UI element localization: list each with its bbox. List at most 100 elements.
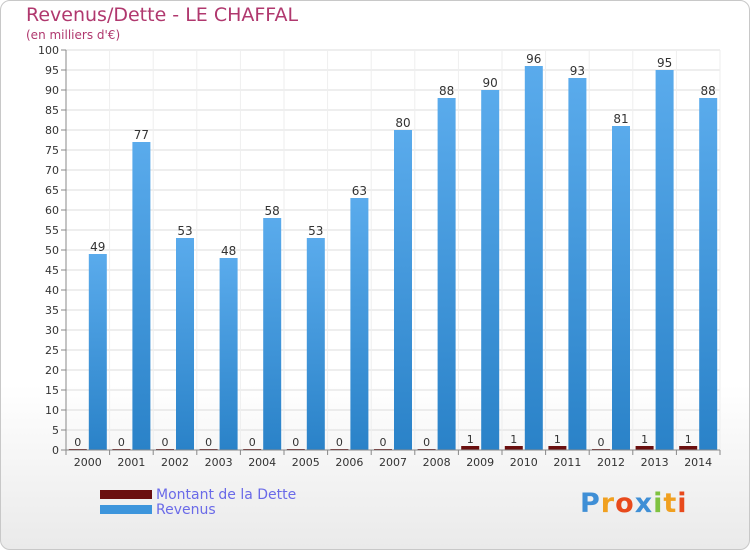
value-label-dette: 0 xyxy=(336,436,343,449)
legend: Montant de la Dette Revenus xyxy=(100,486,297,518)
x-tick-label: 2001 xyxy=(117,456,145,469)
bar-revenus xyxy=(394,130,412,450)
value-label-dette: 1 xyxy=(467,433,474,446)
value-label-dette: 1 xyxy=(685,433,692,446)
y-tick-label: 10 xyxy=(45,404,59,417)
value-label-dette: 0 xyxy=(249,436,256,449)
value-label-dette: 0 xyxy=(423,436,430,449)
value-label-revenus: 49 xyxy=(90,240,105,254)
legend-item-dette: Montant de la Dette xyxy=(100,486,297,503)
logo-letter: i xyxy=(677,488,688,519)
value-label-dette: 0 xyxy=(292,436,299,449)
x-tick-label: 2000 xyxy=(74,456,102,469)
bar-dette xyxy=(679,446,698,450)
y-tick-label: 100 xyxy=(38,44,59,57)
bar-dette xyxy=(504,446,523,450)
bar-revenus xyxy=(219,258,238,450)
value-label-revenus: 48 xyxy=(221,244,236,258)
chart-title: Revenus/Dette - LE CHAFFAL xyxy=(26,4,299,26)
bar-revenus xyxy=(132,142,151,450)
bar-revenus xyxy=(481,90,500,450)
bar-revenus xyxy=(568,78,587,450)
value-label-dette: 1 xyxy=(510,433,517,446)
grid-lines xyxy=(65,49,721,451)
y-tick-label: 15 xyxy=(45,384,59,397)
bar-revenus xyxy=(655,70,674,450)
bar-dette xyxy=(461,446,480,450)
bar-dette xyxy=(548,446,567,450)
value-label-dette: 0 xyxy=(74,436,81,449)
y-tick-label: 5 xyxy=(52,424,59,437)
x-tick-label: 2014 xyxy=(684,456,712,469)
value-label-dette: 0 xyxy=(598,436,605,449)
value-label-revenus: 63 xyxy=(352,184,367,198)
value-label-revenus: 58 xyxy=(265,204,280,218)
y-tick-label: 60 xyxy=(45,204,59,217)
y-tick-label: 25 xyxy=(45,344,59,357)
chart-subtitle: (en milliers d'€) xyxy=(26,28,121,42)
logo-letter: r xyxy=(600,488,616,519)
bar-revenus xyxy=(612,126,630,450)
legend-swatch-dette xyxy=(100,490,152,499)
value-label-revenus: 81 xyxy=(613,112,628,126)
x-tick-label: 2011 xyxy=(553,456,581,469)
y-tick-label: 90 xyxy=(45,84,59,97)
y-tick-label: 50 xyxy=(45,244,59,257)
proxiti-logo: Proxiti xyxy=(580,488,688,519)
bars xyxy=(68,66,718,450)
value-label-revenus: 96 xyxy=(526,52,541,66)
x-tick-label: 2005 xyxy=(292,456,320,469)
x-tick-label: 2012 xyxy=(597,456,625,469)
y-tick-label: 20 xyxy=(45,364,59,377)
value-label-revenus: 88 xyxy=(701,84,716,98)
y-tick-label: 95 xyxy=(45,64,59,77)
value-label-revenus: 93 xyxy=(570,64,585,78)
logo-letter: o xyxy=(615,488,635,519)
x-tick-label: 2010 xyxy=(510,456,538,469)
y-tick-label: 65 xyxy=(45,184,59,197)
x-tick-label: 2013 xyxy=(641,456,669,469)
bar-revenus xyxy=(176,238,194,450)
y-tick-label: 55 xyxy=(45,224,59,237)
value-labels: 0 49 0 77 0 53 0 48 0 58 0 53 0 63 0 80 0 88 1 90 1 96 1 93 0 81 1… xyxy=(74,52,716,449)
value-label-dette: 1 xyxy=(554,433,561,446)
bar-revenus xyxy=(699,98,718,450)
bar-revenus xyxy=(350,198,369,450)
value-label-dette: 1 xyxy=(641,433,648,446)
value-label-revenus: 95 xyxy=(657,56,672,70)
x-axis: 2000 2001 2002 2003 2004 2005 2006 2007 2008 2009… xyxy=(65,449,721,469)
bar-revenus xyxy=(88,254,107,450)
bar-revenus xyxy=(306,238,325,450)
logo-letter: x xyxy=(634,488,654,519)
x-tick-label: 2007 xyxy=(379,456,407,469)
y-tick-label: 0 xyxy=(52,444,59,457)
legend-label-dette: Montant de la Dette xyxy=(156,486,297,503)
value-label-dette: 0 xyxy=(380,436,387,449)
x-tick-label: 2006 xyxy=(335,456,363,469)
y-tick-label: 70 xyxy=(45,164,59,177)
y-axis: 0 5 10 15 20 25 30 35 40 45 50 55 60 65 70 75 80 85 90 95 10… xyxy=(38,44,67,457)
x-tick-label: 2009 xyxy=(466,456,494,469)
value-label-revenus: 90 xyxy=(483,76,498,90)
y-tick-label: 40 xyxy=(45,284,59,297)
value-label-dette: 0 xyxy=(118,436,125,449)
value-label-revenus: 88 xyxy=(439,84,454,98)
value-label-revenus: 80 xyxy=(395,116,410,130)
value-label-dette: 0 xyxy=(205,436,212,449)
bar-revenus xyxy=(524,66,543,450)
value-label-revenus: 77 xyxy=(134,128,149,142)
bar-dette xyxy=(635,446,654,450)
x-tick-label: 2002 xyxy=(161,456,189,469)
y-tick-label: 75 xyxy=(45,144,59,157)
logo-letter: t xyxy=(663,488,678,519)
value-label-revenus: 53 xyxy=(308,224,323,238)
value-label-revenus: 53 xyxy=(177,224,192,238)
bar-revenus xyxy=(437,98,456,450)
y-tick-label: 85 xyxy=(45,104,59,117)
legend-swatch-revenus xyxy=(100,505,152,514)
y-tick-label: 30 xyxy=(45,324,59,337)
y-tick-label: 80 xyxy=(45,124,59,137)
logo-letter: i xyxy=(653,488,664,519)
value-label-dette: 0 xyxy=(162,436,169,449)
x-tick-label: 2008 xyxy=(423,456,451,469)
